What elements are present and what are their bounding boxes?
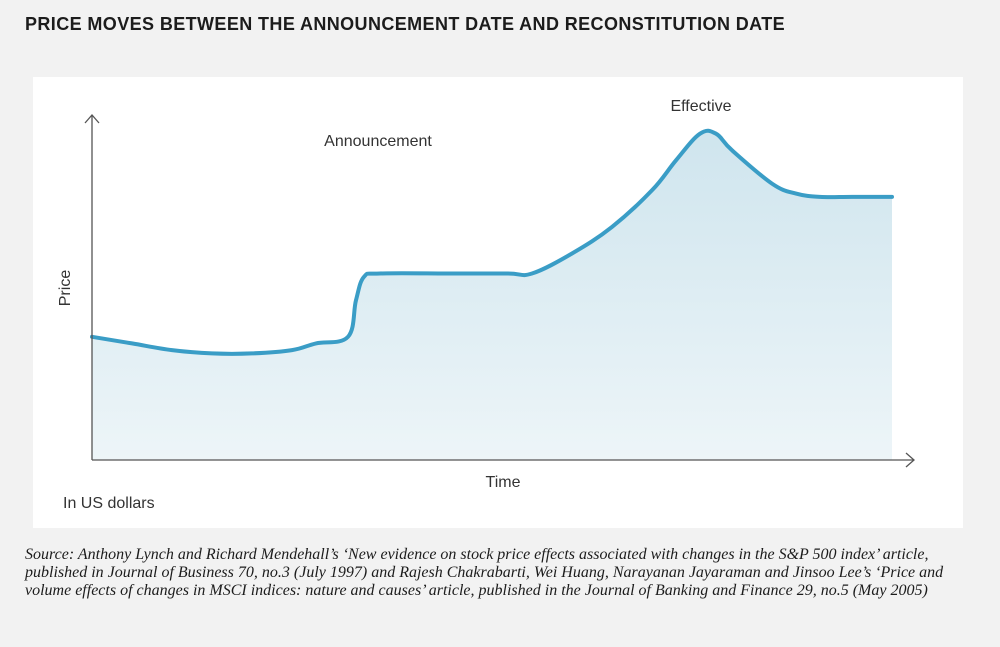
chart-title: PRICE MOVES BETWEEN THE ANNOUNCEMENT DAT… xyxy=(25,14,786,34)
axes xyxy=(84,114,915,468)
price-line xyxy=(90,128,894,356)
chart-panel: Price Time Announcement Effective In US … xyxy=(33,77,963,528)
annotation-announcement: Announcement xyxy=(324,133,432,150)
source-note: Source: Anthony Lynch and Richard Mendeh… xyxy=(25,546,944,599)
price-chart: Price Time Announcement Effective xyxy=(57,98,915,491)
y-axis-arrow-icon xyxy=(84,114,100,124)
x-axis-label: Time xyxy=(486,474,521,491)
annotation-effective: Effective xyxy=(670,98,731,115)
price-area xyxy=(92,130,892,460)
units-note: In US dollars xyxy=(63,495,155,512)
x-axis-arrow-icon xyxy=(905,452,915,468)
y-axis-label: Price xyxy=(57,270,74,307)
